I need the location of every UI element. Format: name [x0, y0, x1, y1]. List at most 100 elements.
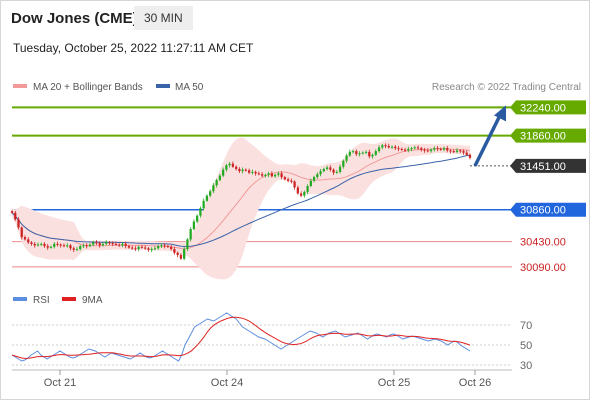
- ma50-line: [11, 154, 471, 247]
- candle-body: [199, 208, 202, 216]
- candle-body: [88, 244, 92, 247]
- candle-body: [150, 249, 153, 251]
- candle-body: [121, 243, 124, 246]
- candle-body: [439, 148, 442, 150]
- candle-body: [46, 246, 49, 248]
- candle-body: [62, 245, 66, 247]
- candle-body: [134, 248, 137, 250]
- rsi-ma-line: [11, 316, 471, 359]
- ma20-line: [11, 148, 471, 250]
- candle-body: [56, 243, 59, 245]
- candle-body: [30, 242, 33, 244]
- candle-body: [127, 246, 131, 248]
- candle-body: [270, 173, 273, 177]
- candle-body: [228, 163, 231, 166]
- candle-body: [27, 239, 30, 243]
- rsi-line: [11, 312, 471, 362]
- candle-body: [124, 243, 127, 247]
- candle-body: [335, 171, 338, 173]
- candle-body: [244, 169, 248, 171]
- candle-body: [234, 166, 238, 169]
- candle-body: [79, 246, 82, 250]
- candle-body: [319, 171, 322, 175]
- candle-body: [69, 245, 72, 249]
- candle-body: [10, 211, 14, 213]
- candle-body: [225, 165, 228, 170]
- candle-body: [163, 245, 166, 247]
- level-lines: 32240.00 31860.00 31451.00 30860.00 30430.00…: [12, 100, 586, 274]
- rsi-legend-label: RSI: [33, 295, 50, 306]
- ma20-legend-label: MA 20 + Bollinger Bands: [33, 82, 143, 93]
- candle-body: [209, 191, 212, 196]
- candle-body: [468, 154, 472, 158]
- candle-body: [423, 149, 426, 151]
- level-label-32240: 32240.00: [520, 102, 566, 114]
- candle-body: [215, 180, 218, 186]
- level-label-30430: 30430.00: [520, 237, 566, 249]
- candle-body: [222, 169, 225, 176]
- candle-body: [351, 151, 355, 153]
- candle-body: [101, 243, 105, 246]
- level-label-30860: 30860.00: [520, 205, 566, 217]
- projection-arrow-head: [494, 105, 506, 122]
- candle-body: [420, 148, 423, 150]
- x-tick-label: Oct 24: [211, 377, 243, 389]
- candle-body: [374, 151, 377, 155]
- candle-body: [316, 174, 319, 178]
- candle-body: [283, 177, 286, 180]
- candle-body: [293, 181, 296, 188]
- level-label-31451: 31451.00: [520, 161, 566, 173]
- candle-body: [176, 252, 179, 255]
- credit-text: Research © 2022 Trading Central: [432, 82, 581, 93]
- candle-body: [241, 169, 244, 172]
- rsi-ma-legend-label: 9MA: [82, 295, 103, 306]
- rsi-tick-70: 70: [520, 320, 532, 332]
- candle-body: [33, 243, 36, 246]
- candle-body: [231, 163, 235, 167]
- candle-body: [147, 248, 150, 250]
- candle-body: [397, 148, 400, 150]
- candle-body: [345, 155, 348, 161]
- level-label-31860: 31860.00: [520, 131, 566, 143]
- candle-body: [186, 239, 189, 250]
- candle-body: [429, 149, 433, 152]
- candle-body: [153, 248, 157, 250]
- candle-body: [212, 185, 215, 192]
- level-label-bg-31451: [510, 158, 586, 173]
- candle-body: [290, 180, 293, 182]
- bollinger-band: [12, 137, 470, 280]
- candle-body: [251, 171, 254, 173]
- timeframe-badge[interactable]: 30 MIN: [134, 6, 193, 30]
- candle-body: [309, 180, 312, 186]
- x-tick-label: Oct 26: [459, 377, 491, 389]
- candle-body: [416, 147, 420, 149]
- candle-body: [332, 169, 335, 173]
- candle-body: [254, 171, 257, 174]
- candle-body: [322, 168, 325, 172]
- candle-body: [436, 148, 439, 150]
- price-plot: [10, 137, 472, 280]
- candle-body: [426, 150, 429, 152]
- candle-body: [49, 246, 53, 248]
- candle-body: [342, 160, 345, 167]
- rsi-tick-50: 50: [520, 340, 532, 352]
- candle-body: [53, 243, 56, 247]
- rsi-legend-swatch: [13, 297, 27, 301]
- candle-body: [260, 174, 264, 176]
- candle-body: [267, 173, 270, 175]
- candle-body: [257, 173, 260, 175]
- candle-body: [166, 246, 170, 248]
- candle-body: [111, 243, 114, 245]
- candle-body: [312, 177, 316, 181]
- candle-body: [442, 148, 446, 150]
- candle-body: [66, 245, 69, 247]
- candle-body: [368, 151, 371, 157]
- projection-arrow-shaft: [473, 114, 502, 167]
- candle-body: [202, 200, 205, 209]
- timestamp: Tuesday, October 25, 2022 11:27:11 AM CE…: [13, 41, 254, 55]
- ma20-legend-swatch: [13, 84, 27, 88]
- candle-body: [82, 245, 85, 247]
- candle-body: [325, 167, 329, 169]
- page-title: Dow Jones (CME): [11, 10, 138, 27]
- candle-body: [118, 244, 121, 246]
